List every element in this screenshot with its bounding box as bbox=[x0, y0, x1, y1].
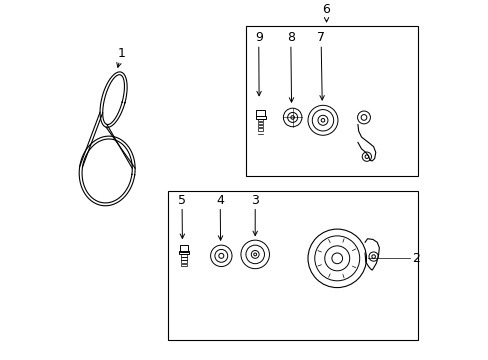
Text: 4: 4 bbox=[216, 194, 224, 207]
Text: 6: 6 bbox=[322, 3, 330, 16]
Text: 7: 7 bbox=[317, 31, 325, 44]
Text: 8: 8 bbox=[286, 31, 294, 44]
Bar bbox=[181, 261, 186, 263]
Bar bbox=[257, 125, 263, 127]
Bar bbox=[257, 118, 263, 121]
Bar bbox=[246, 27, 417, 176]
Bar bbox=[181, 257, 186, 260]
Bar bbox=[181, 264, 186, 266]
Text: 5: 5 bbox=[178, 194, 186, 207]
Text: 2: 2 bbox=[411, 252, 419, 265]
Bar bbox=[255, 116, 265, 118]
Text: 3: 3 bbox=[251, 194, 259, 207]
Bar bbox=[256, 110, 264, 116]
Text: 1: 1 bbox=[117, 48, 125, 60]
Bar bbox=[179, 246, 188, 252]
Bar bbox=[257, 128, 263, 131]
Bar bbox=[257, 122, 263, 124]
Bar bbox=[179, 251, 188, 254]
Bar bbox=[167, 190, 417, 341]
Text: 9: 9 bbox=[254, 31, 262, 44]
Bar bbox=[181, 254, 186, 257]
